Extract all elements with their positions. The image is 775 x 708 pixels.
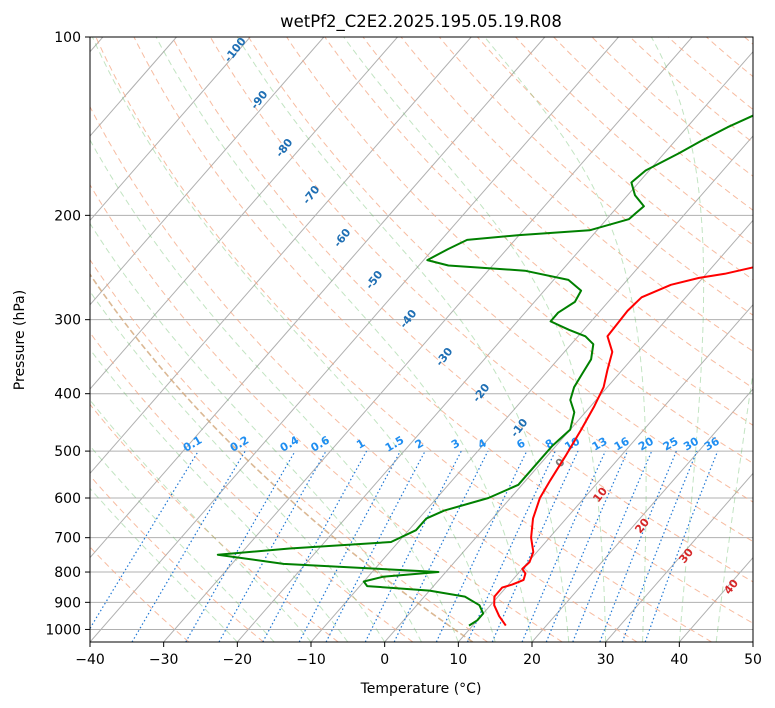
moist-adiabat	[90, 487, 238, 642]
mixing-ratio-line	[90, 450, 199, 630]
isotherm-gridline	[236, 50, 753, 642]
background-lines	[90, 37, 753, 642]
y-tick-label: 100	[54, 30, 81, 46]
moist-adiabat	[484, 37, 647, 642]
isotherm-gridline	[457, 303, 753, 642]
y-tick-label: 300	[54, 313, 81, 329]
moist-adiabat	[343, 37, 607, 642]
profile-lines	[216, 114, 753, 627]
dry-adiabat	[629, 37, 753, 144]
dry-adiabat	[477, 37, 753, 281]
mixing-ratio-line	[521, 450, 606, 642]
y-tick-label: 700	[54, 531, 81, 547]
grid-lines	[90, 37, 753, 642]
isotherm-gridline	[531, 388, 753, 642]
x-tick-label: −10	[296, 652, 326, 668]
y-axis: 1000 900 800 700 600 500 400 300 200 100	[45, 30, 90, 638]
moist-adiabat	[90, 348, 349, 642]
x-tick-label: 30	[597, 652, 615, 668]
mixing-ratio-line	[393, 450, 489, 642]
dry-adiabat	[171, 37, 753, 583]
dewpoint-profile-line	[216, 114, 753, 627]
dry-adiabat	[362, 37, 753, 389]
y-tick-label: 1000	[45, 622, 81, 638]
mixing-ratio-line	[545, 450, 629, 642]
isotherm-gridline	[90, 37, 546, 559]
moist-adiabat	[650, 37, 705, 642]
moist-adiabat	[90, 138, 459, 642]
moist-adiabat	[90, 222, 422, 642]
dry-adiabat	[591, 37, 753, 177]
x-axis-title: Temperature (°C)	[360, 681, 482, 697]
highlighted-adiabat	[90, 273, 474, 642]
mixing-ratio-line	[491, 450, 579, 642]
y-tick-label: 400	[54, 387, 81, 403]
x-tick-label: 40	[670, 652, 688, 668]
moist-adiabat	[155, 37, 533, 642]
mixing-ratio-line	[435, 450, 528, 642]
dry-adiabat	[95, 37, 712, 642]
dry-adiabat	[324, 37, 753, 426]
x-tick-label: −30	[149, 652, 179, 668]
plot-frame	[89, 36, 754, 643]
dry-adiabat	[133, 37, 753, 624]
dry-adiabat	[90, 474, 264, 642]
x-tick-label: −20	[223, 652, 253, 668]
mixing-ratio-line	[185, 450, 296, 642]
y-tick-label: 600	[54, 491, 81, 507]
x-tick-label: 10	[449, 652, 467, 668]
isotherm-gridline	[90, 37, 251, 222]
y-tick-label: 200	[54, 208, 81, 224]
y-tick-label: 900	[54, 595, 81, 611]
isotherm-gridline	[90, 37, 325, 306]
dry-adiabat	[90, 183, 563, 642]
isotherm-gridline	[163, 37, 693, 642]
moist-adiabat	[91, 37, 496, 642]
y-tick-label: 500	[54, 444, 81, 460]
x-tick-label: −40	[75, 652, 105, 668]
isotherm-gridline	[90, 37, 472, 475]
y-tick-label: 800	[54, 565, 81, 581]
x-tick-label: 50	[744, 652, 762, 668]
mixing-ratio-line	[218, 450, 327, 642]
mixing-ratio-line	[131, 450, 246, 642]
dry-adiabat	[90, 331, 414, 642]
dry-adiabat	[90, 105, 638, 642]
dry-adiabat	[438, 37, 753, 316]
moist-adiabat	[236, 37, 570, 642]
isotherm-gridline	[605, 472, 753, 642]
x-axis: −40 −30 −20 −10 0 10 20 30 40 50	[75, 642, 762, 668]
isotherm-gridline	[384, 219, 753, 642]
moist-adiabat	[715, 369, 753, 642]
dry-adiabat	[248, 37, 753, 503]
y-axis-title: Pressure (hPa)	[12, 290, 28, 390]
chart-title: wetPf2_C2E2.2025.195.05.19.R08	[280, 12, 562, 32]
mixing-ratio-line	[466, 450, 556, 642]
isotherm-gridline	[90, 37, 619, 642]
x-tick-label: 20	[523, 652, 541, 668]
isotherm-gridline	[90, 37, 398, 390]
x-tick-label: 0	[380, 652, 389, 668]
temperature-profile-line	[493, 266, 753, 627]
dry-adiabat	[286, 37, 753, 464]
